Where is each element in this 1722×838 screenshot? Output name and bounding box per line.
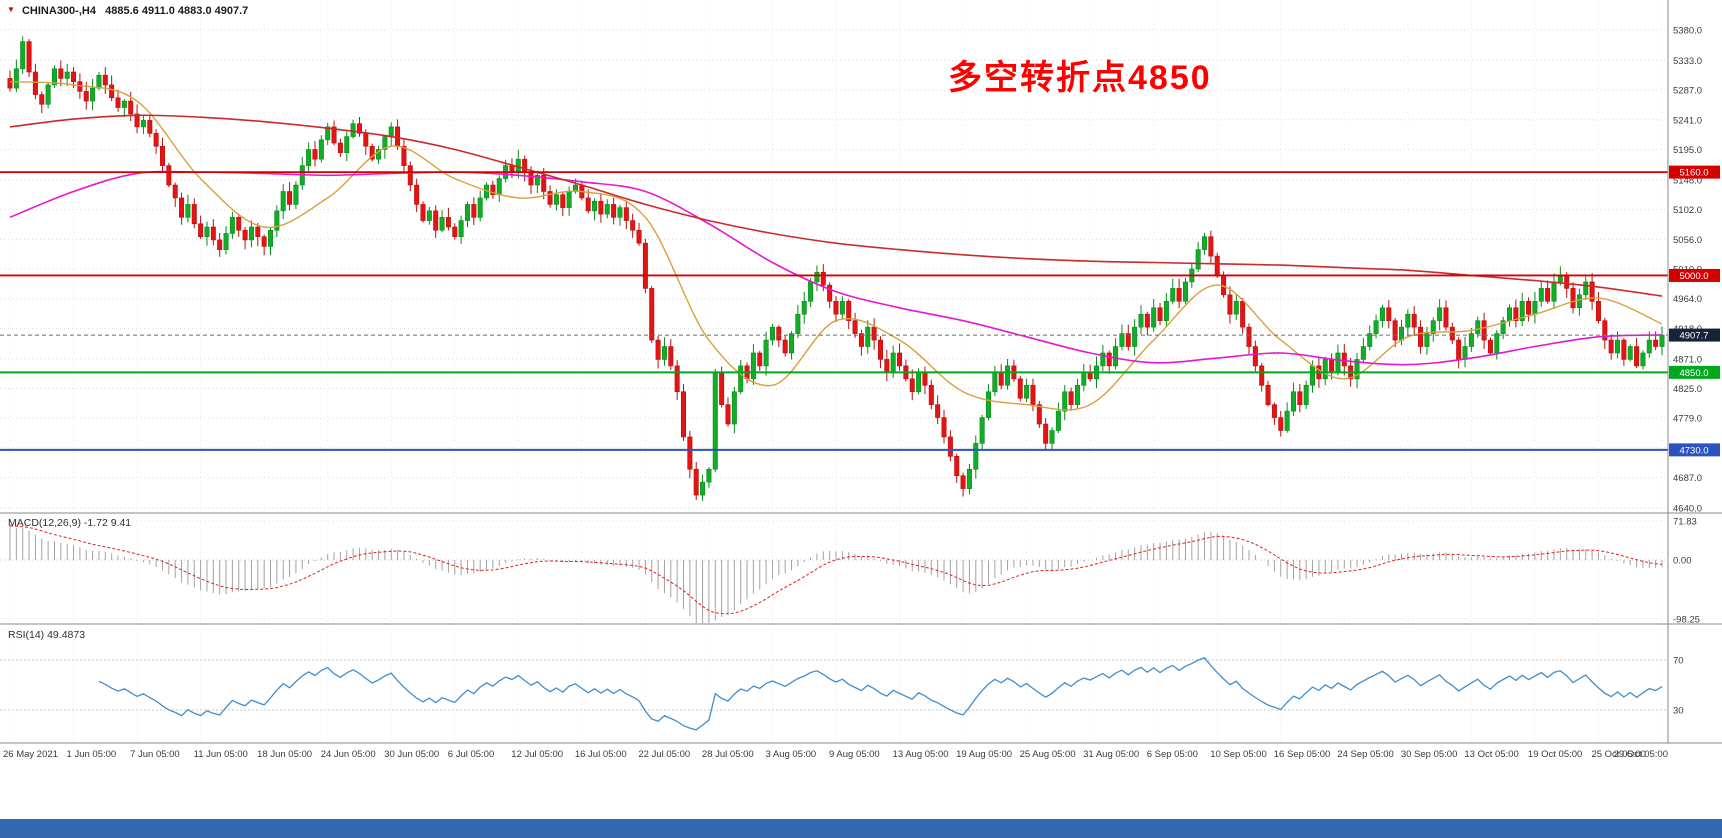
level-badge-4850.0-text: 4850.0 xyxy=(1679,368,1708,379)
ma-mid-line xyxy=(9,170,1663,366)
x-axis-label: 9 Aug 05:00 xyxy=(829,749,880,760)
macd-axis-tick: 0.00 xyxy=(1673,556,1692,567)
macd-histogram-layer xyxy=(0,520,1668,623)
rsi-layer xyxy=(0,657,1668,731)
x-axis-label: 10 Sep 05:00 xyxy=(1210,749,1267,760)
ohlc-values: 4885.6 4911.0 4883.0 4907.7 xyxy=(105,5,249,17)
direction-down-icon: ▼ xyxy=(7,5,15,14)
rsi-axis-tick: 30 xyxy=(1673,706,1684,717)
y-axis-tick: 4964.0 xyxy=(1673,294,1702,305)
y-axis-tick: 4871.0 xyxy=(1673,354,1702,365)
level-badge-5160.0 xyxy=(1669,165,1720,179)
x-axis-label: 29 Oct 05:00 xyxy=(1614,749,1668,760)
x-axis-label: 3 Aug 05:00 xyxy=(765,749,816,760)
ma-slow-line xyxy=(9,114,1663,297)
y-axis-tick: 4825.0 xyxy=(1673,384,1702,395)
current-price-badge-text: 4907.7 xyxy=(1679,331,1708,342)
x-axis-label: 18 Jun 05:00 xyxy=(257,749,312,760)
x-axis-label: 6 Jul 05:00 xyxy=(448,749,494,760)
x-axis-label: 13 Aug 05:00 xyxy=(893,749,949,760)
y-axis-tick: 5102.0 xyxy=(1673,205,1702,216)
x-axis-label: 7 Jun 05:00 xyxy=(130,749,180,760)
current-price-badge xyxy=(1669,328,1720,342)
level-lines-layer xyxy=(0,171,1668,451)
y-axis-tick: 4640.0 xyxy=(1673,504,1702,515)
level-badge-5000.0-text: 5000.0 xyxy=(1679,271,1708,282)
macd-axis-tick: -98.25 xyxy=(1673,615,1700,626)
x-axis-label: 19 Oct 05:00 xyxy=(1528,749,1582,760)
rsi-indicator-label: RSI(14) 49.4873 xyxy=(8,629,86,641)
x-axis-label: 30 Sep 05:00 xyxy=(1401,749,1458,760)
symbol-period-label: CHINA300-,H4 xyxy=(21,5,96,17)
level-badge-5000.0 xyxy=(1669,268,1720,282)
x-axis-label: 24 Jun 05:00 xyxy=(321,749,376,760)
rsi-line xyxy=(98,657,1663,731)
x-axis-label: 24 Sep 05:00 xyxy=(1337,749,1394,760)
macd-signal-line xyxy=(9,525,1663,615)
macd-indicator-label: MACD(12,26,9) -1.72 9.41 xyxy=(8,517,132,529)
x-axis-label: 25 Aug 05:00 xyxy=(1020,749,1076,760)
x-axis-label: 13 Oct 05:00 xyxy=(1464,749,1518,760)
level-badge-4850.0 xyxy=(1669,365,1720,379)
y-axis-tick: 5056.0 xyxy=(1673,235,1702,246)
y-axis-tick: 4687.0 xyxy=(1673,473,1702,484)
x-axis-label: 30 Jun 05:00 xyxy=(384,749,439,760)
level-badge-5160.0-text: 5160.0 xyxy=(1679,168,1708,179)
level-badge-4730.0 xyxy=(1669,443,1720,457)
x-axis-label: 26 May 2021 xyxy=(3,749,58,760)
x-axis-label: 6 Sep 05:00 xyxy=(1147,749,1198,760)
chart-header: ▼ CHINA300-,H4 4885.6 4911.0 4883.0 4907… xyxy=(7,5,248,17)
x-axis-label: 31 Aug 05:00 xyxy=(1083,749,1139,760)
y-axis-tick: 5241.0 xyxy=(1673,115,1702,126)
x-axis-label: 25 Oct 05:00 xyxy=(1591,749,1645,760)
x-axis-label: 19 Aug 05:00 xyxy=(956,749,1012,760)
y-axis-tick: 5148.0 xyxy=(1673,175,1702,186)
y-axis-tick: 5333.0 xyxy=(1673,56,1702,67)
ma-fast-line xyxy=(9,81,1663,411)
axis-labels-layer: 5380.0 5333.0 5287.0 5241.0 5195.0 5148.0 5102… xyxy=(3,26,1702,761)
x-axis-label: 22 Jul 05:00 xyxy=(638,749,690,760)
y-axis-tick: 5380.0 xyxy=(1673,26,1702,37)
moving-averages-layer xyxy=(9,81,1663,411)
y-axis-tick: 5195.0 xyxy=(1673,145,1702,156)
x-axis-label: 11 Jun 05:00 xyxy=(194,749,248,760)
bottom-scrollbar[interactable] xyxy=(0,819,1722,838)
x-axis-label: 16 Sep 05:00 xyxy=(1274,749,1331,760)
rsi-axis-tick: 70 xyxy=(1673,656,1684,667)
x-axis-label: 28 Jul 05:00 xyxy=(702,749,754,760)
x-axis-label: 1 Jun 05:00 xyxy=(67,749,117,760)
y-axis-tick: 5287.0 xyxy=(1673,86,1702,97)
level-badge-4730.0-text: 4730.0 xyxy=(1679,445,1708,456)
x-axis-label: 12 Jul 05:00 xyxy=(511,749,563,760)
price-badges-layer: 5160.0 5000.0 4850.0 4730.0 4907.7 xyxy=(1669,165,1720,457)
macd-axis-tick: 71.83 xyxy=(1673,517,1697,528)
x-axis-label: 16 Jul 05:00 xyxy=(575,749,627,760)
y-axis-tick: 4779.0 xyxy=(1673,414,1702,425)
annotation-text: 多空转折点4850 xyxy=(948,59,1212,97)
